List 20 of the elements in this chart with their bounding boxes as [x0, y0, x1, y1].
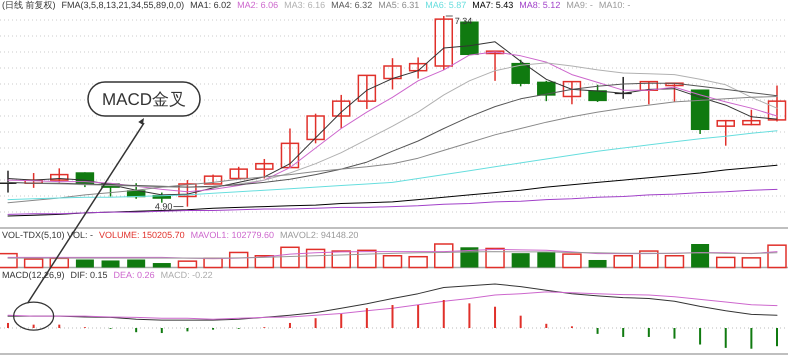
annotation: 4.90 — [154, 202, 172, 212]
text: MA5: 6.31 — [378, 0, 420, 10]
text: VOLUME: 150205.70 — [99, 230, 185, 240]
text: MA2: 6.06 — [237, 0, 278, 10]
text: MA8: 5.12 — [519, 0, 560, 10]
legend-title: FMA(3,5,8,13,21,34,55,89,0,0) — [62, 0, 184, 10]
text: MA7: 5.43 — [472, 0, 514, 10]
series-label: MAVOL2: 94148.20 — [280, 230, 358, 240]
text: DEA: 0.26 — [114, 270, 155, 280]
annotation: MACD金叉 — [102, 90, 186, 109]
text: DIF: 0.15 — [70, 270, 108, 280]
text: MA6: 5.87 — [425, 0, 466, 10]
chart-title: (日线 前复权) — [2, 0, 56, 10]
text: MA10: - — [598, 0, 630, 10]
series-label: MAVOL1: 102779.60 — [190, 230, 274, 240]
text: MA3: 6.16 — [284, 0, 326, 10]
text: MA4: 6.32 — [331, 0, 372, 10]
text: MA1: 6.02 — [190, 0, 232, 10]
text: MACD: -0.22 — [160, 270, 213, 280]
text: MA9: - — [566, 0, 593, 10]
